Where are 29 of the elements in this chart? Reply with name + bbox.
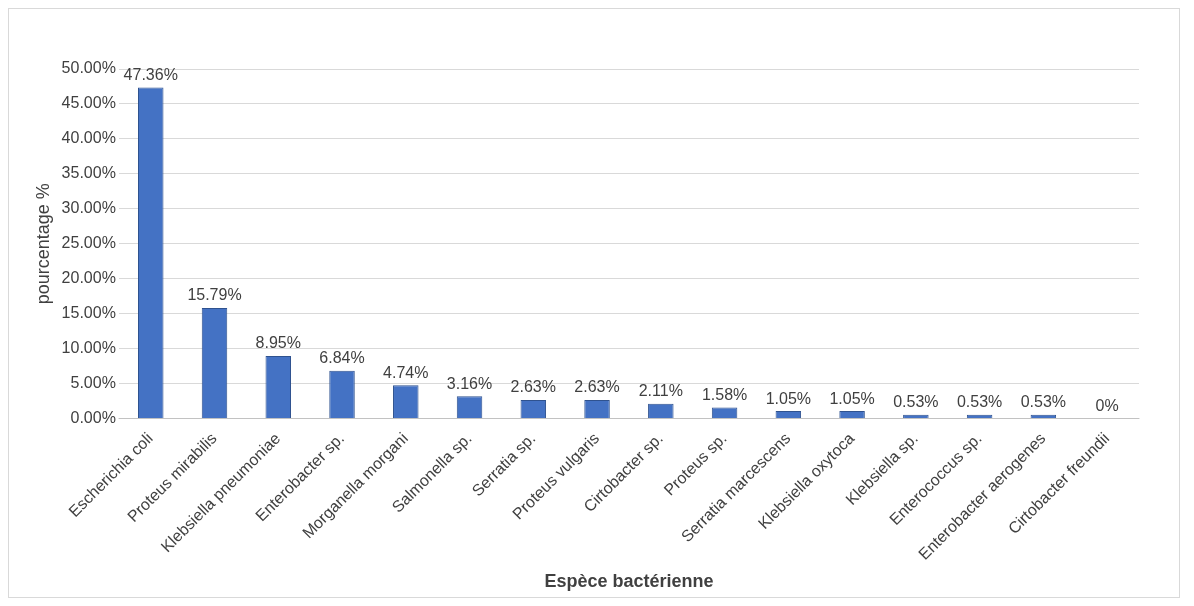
y-tick-label: 30.00%	[61, 199, 116, 217]
data-label: 3.16%	[446, 374, 493, 392]
y-tick-label: 15.00%	[61, 304, 116, 322]
data-label: 1.05%	[829, 389, 875, 407]
y-axis-title: pourcentage %	[32, 183, 53, 305]
data-label: 0.53%	[893, 393, 939, 411]
data-label: 0.53%	[1020, 393, 1067, 411]
data-label: 8.95%	[255, 334, 301, 352]
y-tick-label: 20.00%	[61, 269, 116, 287]
x-axis-title: Espèce bactérienne	[544, 571, 714, 592]
data-label: 47.36%	[123, 65, 178, 83]
data-label: 0.53%	[956, 393, 1003, 411]
data-label: 0%	[1095, 396, 1119, 414]
y-tick-label: 25.00%	[61, 234, 116, 252]
y-tick-label: 45.00%	[61, 94, 116, 112]
data-label: 1.58%	[701, 385, 748, 403]
data-label: 15.79%	[187, 286, 242, 304]
data-label: 4.74%	[383, 363, 429, 381]
y-tick-label: 35.00%	[61, 164, 116, 182]
y-tick-label: 0.00%	[70, 408, 116, 426]
data-label: 2.63%	[510, 378, 556, 396]
y-tick-label: 10.00%	[61, 338, 116, 356]
data-label: 2.63%	[574, 378, 620, 396]
y-tick-label: 40.00%	[61, 129, 116, 147]
data-label: 6.84%	[319, 349, 365, 367]
data-label: 2.11%	[638, 382, 683, 400]
data-label: 1.05%	[765, 389, 812, 407]
y-tick-label: 50.00%	[61, 59, 116, 77]
y-tick-label: 5.00%	[70, 373, 116, 391]
